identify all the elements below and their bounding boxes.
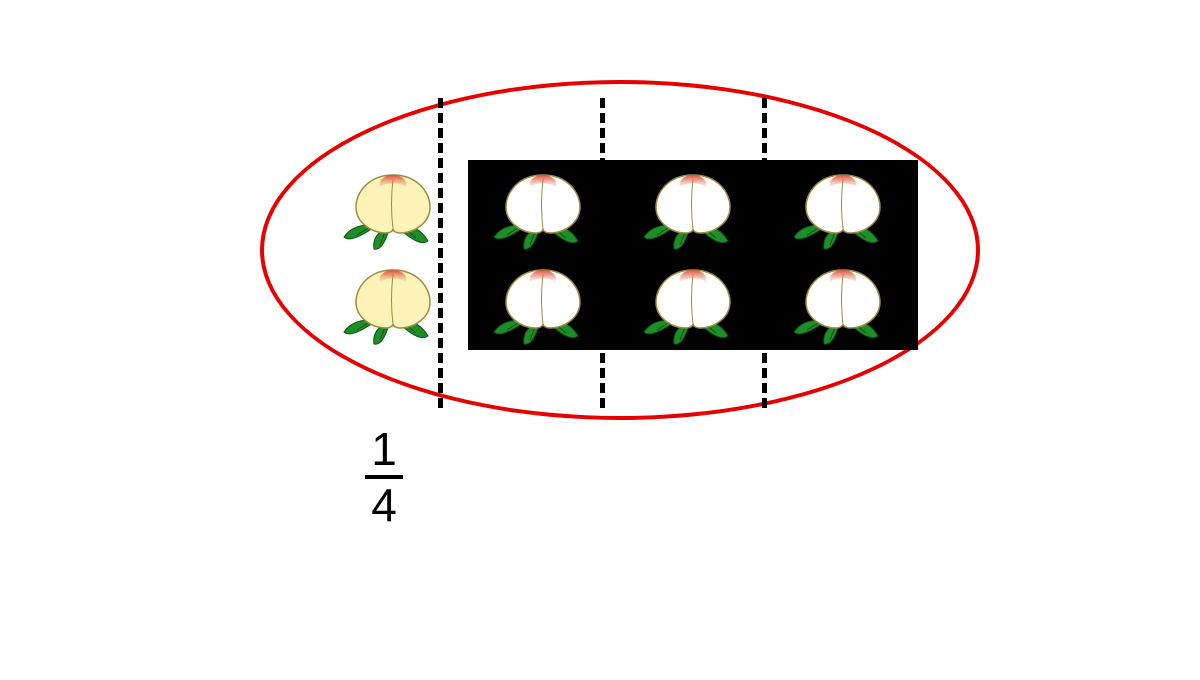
peach-grid (318, 160, 918, 350)
peach-cell (618, 255, 768, 350)
peach-cell (468, 160, 618, 255)
fraction-numerator: 1 (371, 425, 397, 473)
peach-cell (768, 160, 918, 255)
diagram-canvas: 1 4 (0, 0, 1200, 680)
peach-cell (318, 160, 468, 255)
peach-icon (488, 260, 598, 346)
peach-cell (618, 160, 768, 255)
peach-icon (788, 260, 898, 346)
peach-icon (638, 165, 748, 251)
fraction-label: 1 4 (365, 425, 403, 530)
peach-icon (338, 165, 448, 251)
peach-icon (788, 165, 898, 251)
peach-cell (468, 255, 618, 350)
peach-icon (338, 260, 448, 346)
peach-icon (488, 165, 598, 251)
peach-icon (638, 260, 748, 346)
peach-cell (768, 255, 918, 350)
peach-cell (318, 255, 468, 350)
fraction-denominator: 4 (371, 481, 397, 529)
